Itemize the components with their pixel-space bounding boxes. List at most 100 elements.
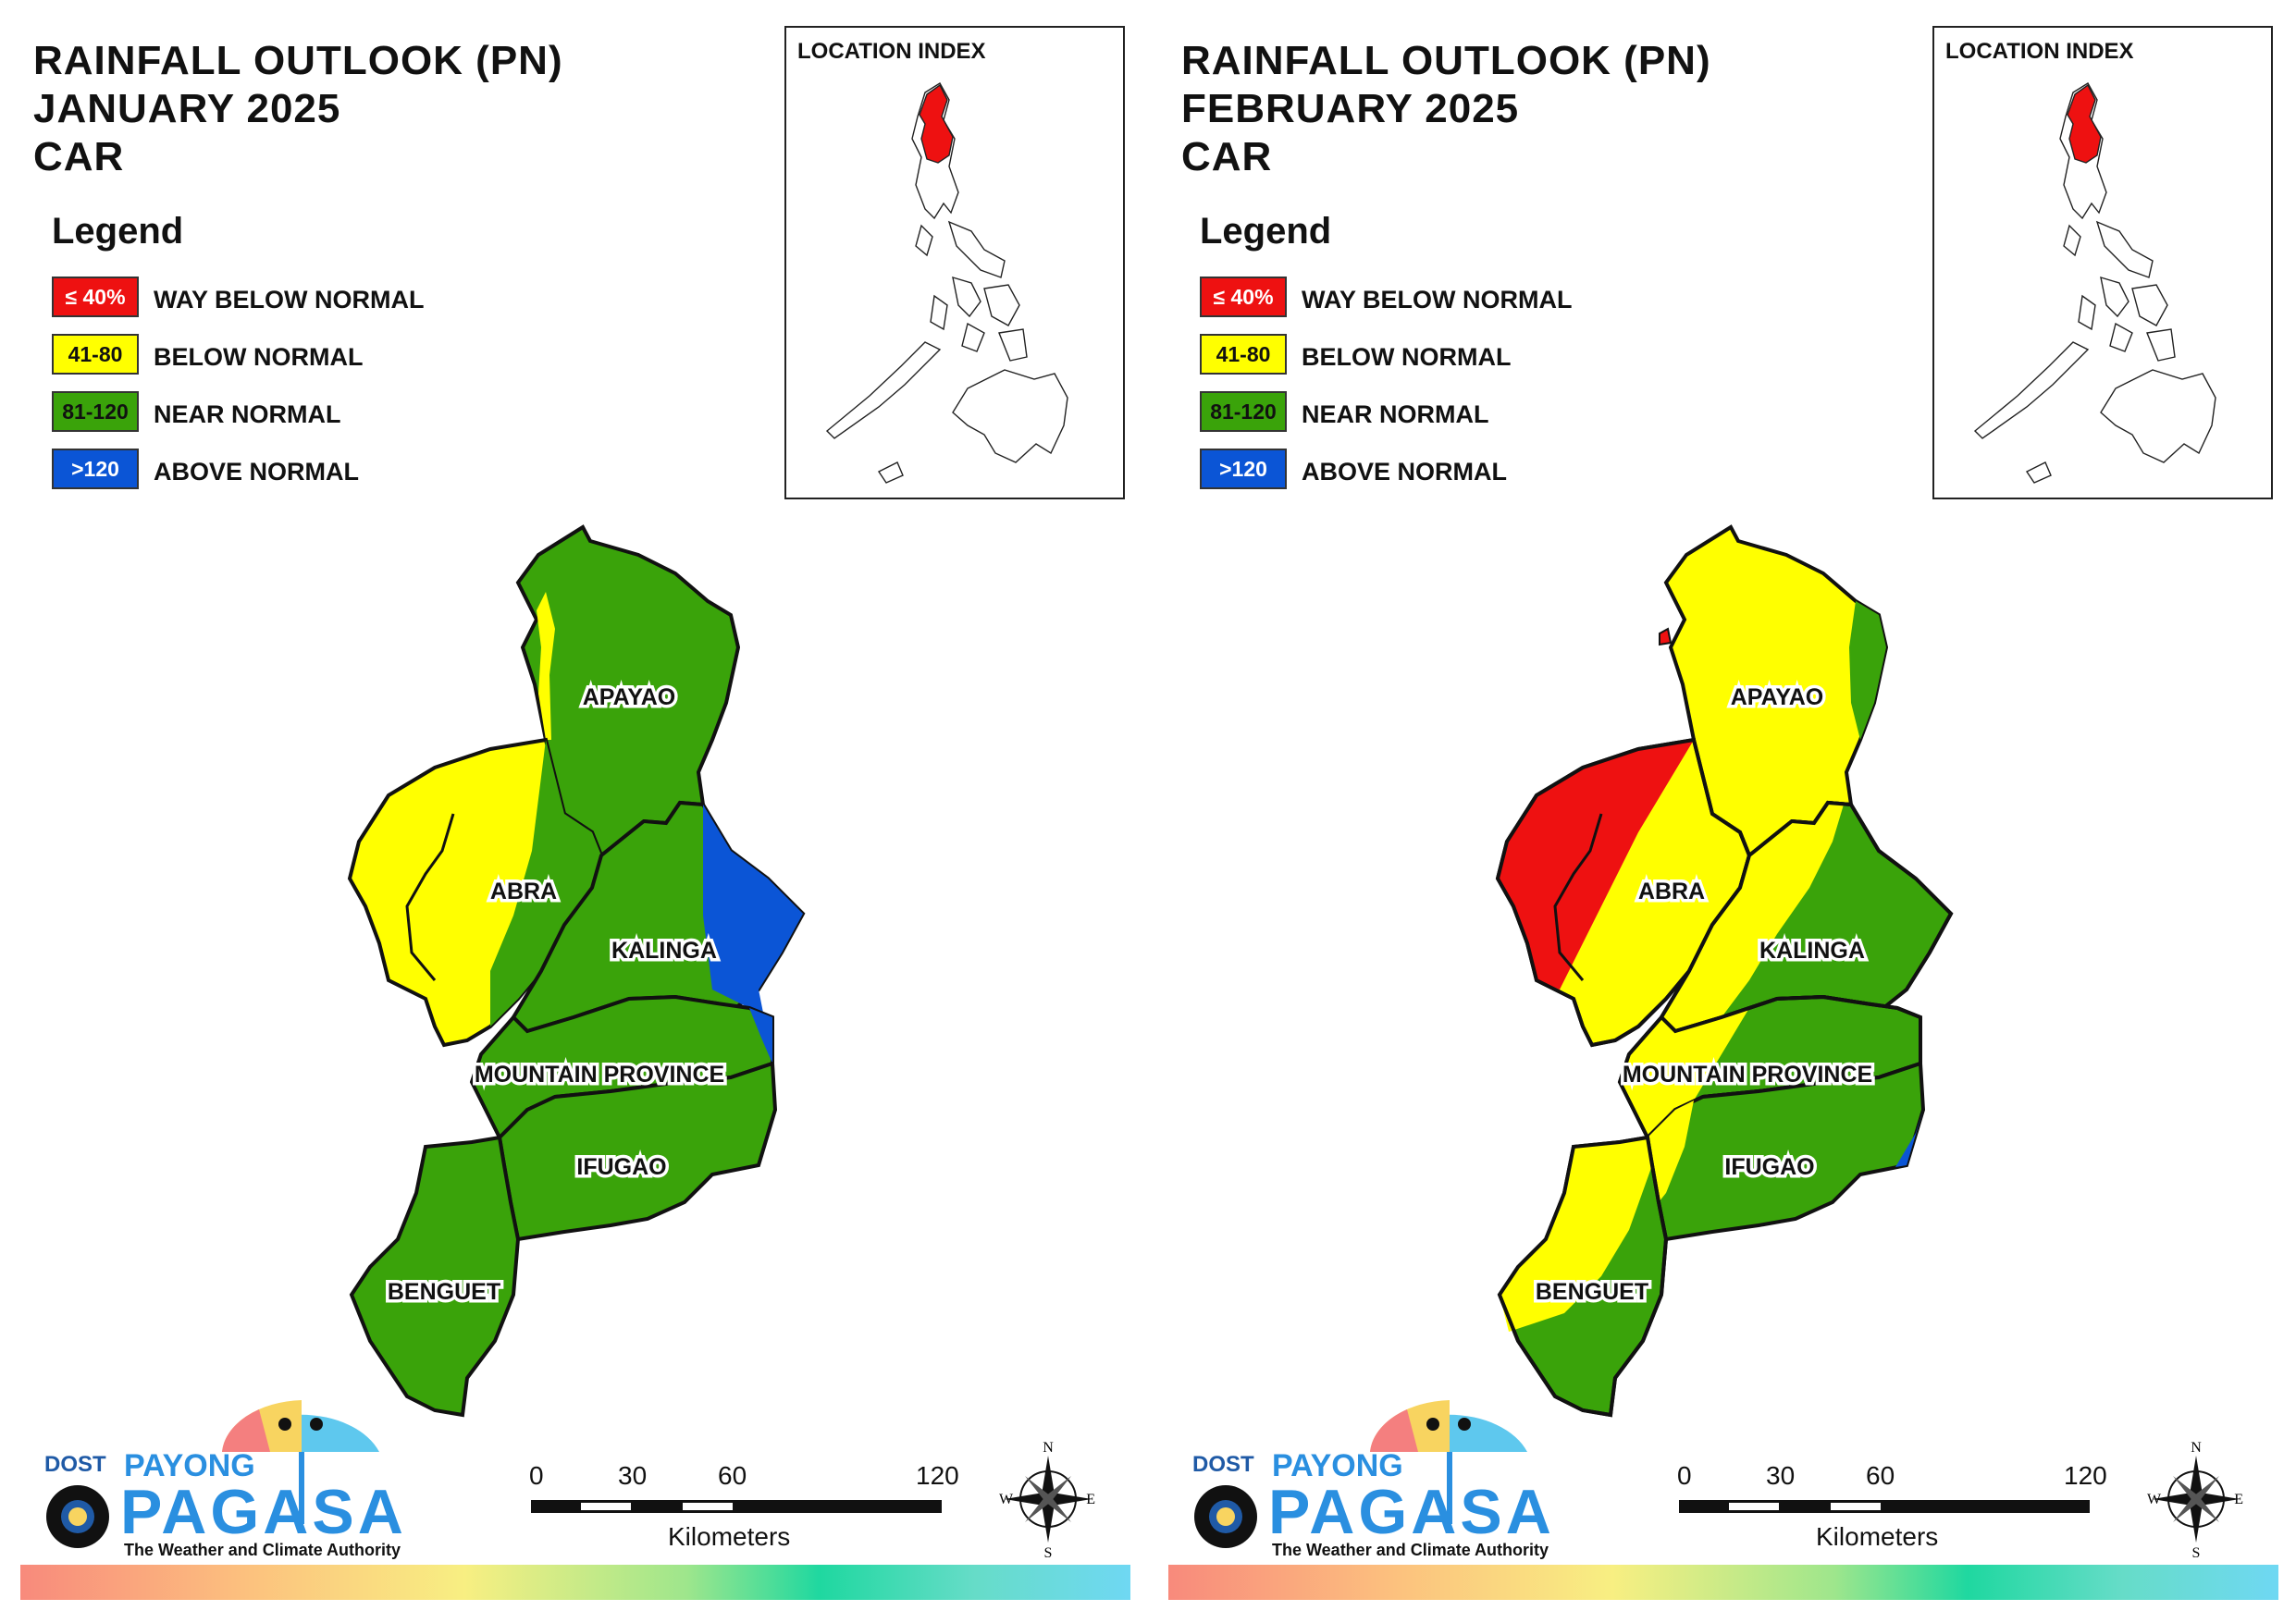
label-mountain-province: MOUNTAIN PROVINCE [475, 1062, 724, 1088]
compass-rose: N E S W [997, 1439, 1099, 1564]
legend-item-near-normal: 81-120 NEAR NORMAL [52, 391, 341, 434]
legend-label: NEAR NORMAL [1302, 400, 1489, 428]
location-index: LOCATION INDEX [1932, 26, 2273, 499]
title-line-2: JANUARY 2025 [33, 86, 341, 131]
panel-february: RAINFALL OUTLOOK (PN) FEBRUARY 2025 CAR … [1148, 0, 2296, 1623]
color-stripe [1168, 1565, 2278, 1600]
scale-bar-graphic [1679, 1500, 2090, 1513]
scale-tick-0: 0 [1677, 1461, 1692, 1490]
label-benguet: BENGUET [388, 1279, 500, 1305]
scale-tick-60: 60 [718, 1461, 747, 1490]
title-line-3: CAR [1181, 134, 1273, 179]
legend-swatch: ≤ 40% [1200, 277, 1287, 317]
pagasa-logo: DOST PAYONG PAGASA The Weather and Clima… [28, 1387, 403, 1572]
legend-item-below-normal: 41-80 BELOW NORMAL [1200, 334, 1511, 376]
legend-swatch: ≤ 40% [52, 277, 139, 317]
rainfall-map-january: APAYAO ABRA KALINGA MOUNTAIN PROVINCE IF… [347, 524, 806, 1418]
scale-tick-30: 30 [618, 1461, 648, 1490]
compass-n: N [1043, 1440, 1054, 1456]
rainfall-map-february: APAYAO ABRA KALINGA MOUNTAIN PROVINCE IF… [1495, 524, 1954, 1418]
legend-heading: Legend [52, 211, 184, 252]
label-apayao: APAYAO [583, 684, 676, 710]
legend-label: WAY BELOW NORMAL [154, 286, 425, 314]
scale-tick-120: 120 [2064, 1461, 2107, 1490]
logo-payong: PAYONG [124, 1448, 255, 1483]
scale-tick-120: 120 [916, 1461, 959, 1490]
legend-swatch: >120 [1200, 449, 1287, 489]
legend-item-near-normal: 81-120 NEAR NORMAL [1200, 391, 1489, 434]
legend-swatch: 81-120 [52, 391, 139, 432]
compass-rose: N E S W [2145, 1439, 2247, 1564]
label-kalinga: KALINGA [1759, 938, 1865, 964]
label-kalinga: KALINGA [611, 938, 717, 964]
scale-bar: 0 30 60 120 Kilometers [529, 1461, 964, 1563]
compass-icon: N E S W [999, 1440, 1095, 1561]
legend: Legend ≤ 40% WAY BELOW NORMAL 41-80 BELO… [1200, 211, 1573, 506]
logo-pagasa: PAGASA [1268, 1477, 1555, 1547]
legend-label: BELOW NORMAL [1302, 343, 1512, 371]
logo-payong: PAYONG [1272, 1448, 1403, 1483]
location-index: LOCATION INDEX [784, 26, 1125, 499]
logo-dost: DOST [44, 1452, 106, 1477]
label-abra: ABRA [490, 879, 557, 904]
legend-swatch: 41-80 [1200, 334, 1287, 375]
label-ifugao: IFUGAO [1724, 1154, 1814, 1180]
legend-item-way-below-normal: ≤ 40% WAY BELOW NORMAL [52, 277, 425, 319]
map-title: RAINFALL OUTLOOK (PN) JANUARY 2025 CAR [33, 37, 563, 181]
scale-tick-60: 60 [1866, 1461, 1895, 1490]
logo-dost: DOST [1192, 1452, 1254, 1477]
label-mountain-province: MOUNTAIN PROVINCE [1623, 1062, 1872, 1088]
scale-tick-30: 30 [1766, 1461, 1796, 1490]
scale-bar: 0 30 60 120 Kilometers [1677, 1461, 2112, 1563]
umbrella-icon [1194, 1400, 1527, 1548]
logo-tagline: The Weather and Climate Authority [124, 1541, 401, 1559]
location-index-title: LOCATION INDEX [797, 39, 986, 64]
title-line-3: CAR [33, 134, 125, 179]
color-stripe [20, 1565, 1130, 1600]
legend-swatch: >120 [52, 449, 139, 489]
scale-bar-graphic [531, 1500, 942, 1513]
label-ifugao: IFUGAO [576, 1154, 666, 1180]
logo-pagasa: PAGASA [120, 1477, 407, 1547]
car-highlight [2067, 83, 2102, 164]
legend-swatch: 81-120 [1200, 391, 1287, 432]
title-line-2: FEBRUARY 2025 [1181, 86, 1520, 131]
compass-w: W [999, 1492, 1014, 1507]
label-abra: ABRA [1638, 879, 1705, 904]
compass-s: S [1044, 1545, 1053, 1559]
legend-label: ABOVE NORMAL [1302, 458, 1507, 486]
scale-units: Kilometers [668, 1522, 791, 1551]
logo-tagline: The Weather and Climate Authority [1272, 1541, 1549, 1559]
title-line-1: RAINFALL OUTLOOK (PN) [33, 38, 563, 83]
legend-item-below-normal: 41-80 BELOW NORMAL [52, 334, 363, 376]
compass-e: E [1086, 1492, 1095, 1507]
map-title: RAINFALL OUTLOOK (PN) FEBRUARY 2025 CAR [1181, 37, 1711, 181]
philippines-outline-map [1973, 82, 2216, 484]
scale-tick-0: 0 [529, 1461, 544, 1490]
compass-n: N [2191, 1440, 2202, 1456]
pagasa-logo: DOST PAYONG PAGASA The Weather and Clima… [1176, 1387, 1551, 1572]
legend-item-above-normal: >120 ABOVE NORMAL [52, 449, 359, 491]
compass-s: S [2192, 1545, 2201, 1559]
panel-january: RAINFALL OUTLOOK (PN) JANUARY 2025 CAR L… [20, 26, 1130, 1600]
legend-label: BELOW NORMAL [154, 343, 364, 371]
compass-w: W [2147, 1492, 2162, 1507]
compass-e: E [2234, 1492, 2243, 1507]
title-line-1: RAINFALL OUTLOOK (PN) [1181, 38, 1711, 83]
compass-icon: N E S W [2147, 1440, 2243, 1561]
scale-units: Kilometers [1816, 1522, 1939, 1551]
legend-heading: Legend [1200, 211, 1332, 252]
label-benguet: BENGUET [1536, 1279, 1648, 1305]
philippines-outline-map [825, 82, 1068, 484]
legend-label: ABOVE NORMAL [154, 458, 359, 486]
umbrella-icon [46, 1400, 379, 1548]
label-apayao: APAYAO [1731, 684, 1824, 710]
legend-label: WAY BELOW NORMAL [1302, 286, 1573, 314]
legend: Legend ≤ 40% WAY BELOW NORMAL 41-80 BELO… [52, 211, 425, 506]
legend-item-way-below-normal: ≤ 40% WAY BELOW NORMAL [1200, 277, 1573, 319]
location-index-title: LOCATION INDEX [1945, 39, 2134, 64]
car-highlight [919, 83, 954, 164]
legend-label: NEAR NORMAL [154, 400, 341, 428]
province-benguet [349, 1135, 521, 1418]
legend-swatch: 41-80 [52, 334, 139, 375]
